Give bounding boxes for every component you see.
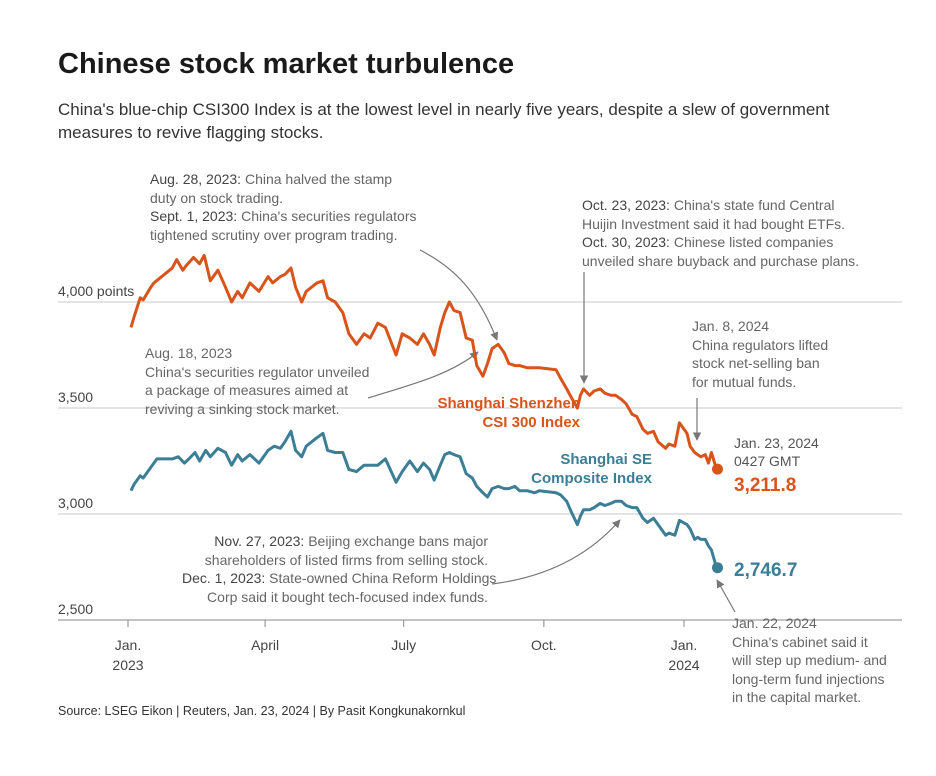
last-value-sse: 2,746.7 [734,560,798,581]
x-tick-label: Oct. [531,637,557,653]
annotation-aug18: Aug. 18, 2023 China's securities regulat… [145,345,370,417]
x-axis: Jan. 2023 April July Oct. Jan. 2024 [112,620,700,673]
annotation-aug28: Aug. 28, 2023: China halved the stamp du… [150,171,417,243]
chart-title: Chinese stock market turbulence [58,48,515,80]
annotation-jan22: Jan. 22, 2024 China's cabinet said it wi… [732,615,887,705]
last-value-csi300: 3,211.8 [734,475,797,496]
endpoint-csi300 [712,463,724,475]
y-tick-label: 3,000 [58,495,93,511]
x-tick-label: Jan. [671,637,697,653]
annotation-oct23: Oct. 23, 2023: China's state fund Centra… [582,197,860,269]
y-tick-label: 2,500 [58,601,93,617]
x-tick-label: April [251,637,279,653]
series-line-sse-composite [129,429,719,569]
series-line-csi300 [129,253,719,471]
x-tick-year-label: 2023 [112,657,143,673]
chart-gridlines [58,301,902,621]
latest-date-note: Jan. 23, 2024 0427 GMT [734,435,819,469]
endpoint-sse-composite [712,562,724,574]
annotation-nov27: Nov. 27, 2023: Beijing exchange bans maj… [182,533,497,605]
x-tick-year-label: 2024 [668,657,699,673]
y-tick-label: 4,000 points [58,283,134,299]
series-label-sse: Shanghai SE Composite Index [531,451,652,487]
chart-subtitle: China's blue-chip CSI300 Index is at the… [58,100,830,142]
source-note: Source: LSEG Eikon | Reuters, Jan. 23, 2… [58,704,466,718]
y-axis: 4,000 points 3,500 3,000 2,500 [58,283,134,617]
annotation-arrows [367,249,736,613]
series-label-csi300: Shanghai Shenzhen CSI 300 Index [437,395,580,431]
chart-series [129,253,724,574]
arrow-aug18 [367,351,479,399]
arrow-aug28 [419,249,499,341]
arrow-nov27 [491,519,621,585]
arrow-jan22 [716,579,736,613]
x-tick-label: July [391,637,416,653]
annotation-jan8: Jan. 8, 2024 China regulators lifted sto… [692,318,829,390]
y-tick-label: 3,500 [58,389,93,405]
x-tick-label: Jan. [115,637,141,653]
